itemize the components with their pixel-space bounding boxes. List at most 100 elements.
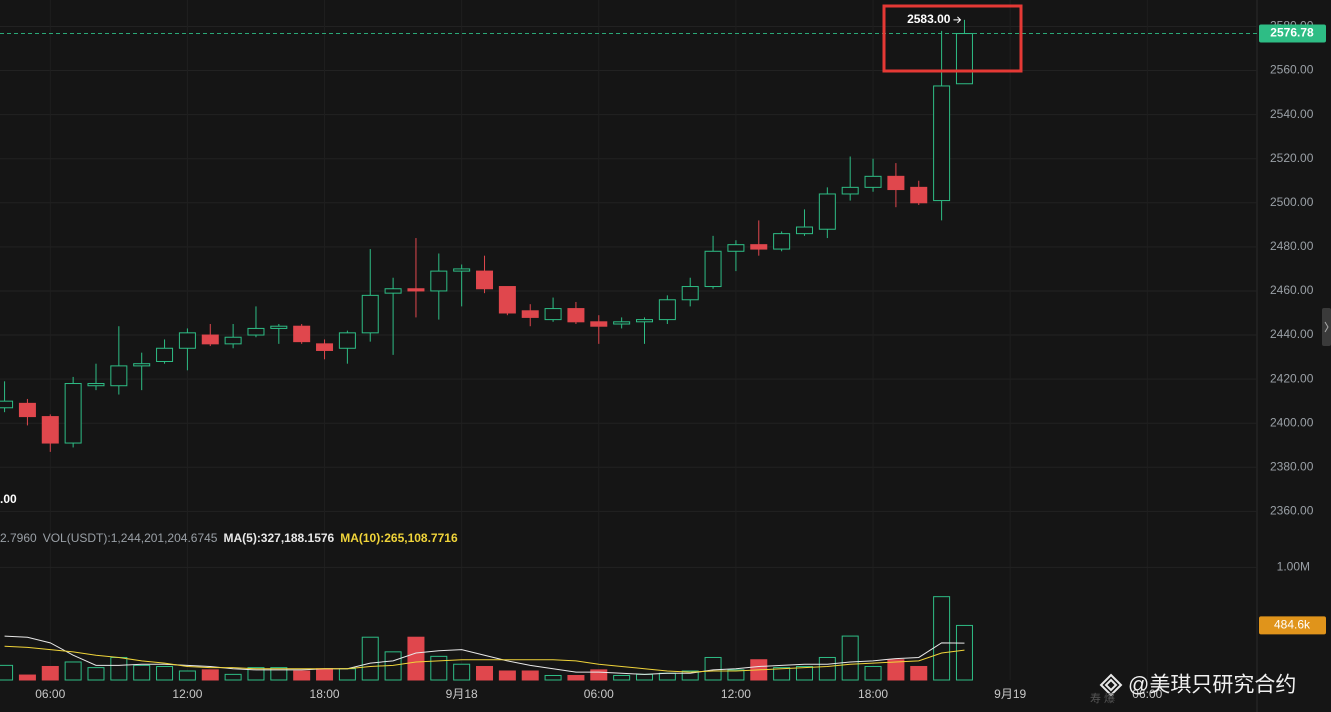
volume-bar bbox=[178, 670, 196, 681]
candle-body bbox=[201, 334, 219, 345]
candle-body bbox=[156, 347, 174, 362]
volume-tick-label: 1.00M bbox=[1277, 560, 1310, 574]
volume-bar bbox=[818, 656, 836, 681]
legend-entry: MA(5):327,188.1576 bbox=[223, 531, 334, 545]
candle-body bbox=[18, 402, 36, 418]
legend-entry: MA(10):265,108.7716 bbox=[340, 531, 458, 545]
volume-bar bbox=[567, 674, 585, 681]
y-tick-label: 2520.00 bbox=[1270, 151, 1314, 165]
x-tick-label: 9月19 bbox=[994, 687, 1026, 701]
current-volume-label: 484.6k bbox=[1274, 618, 1311, 632]
current-volume-tag bbox=[1259, 616, 1326, 635]
x-tick-label: 06:00 bbox=[35, 687, 65, 701]
candle-body bbox=[133, 363, 151, 367]
x-tick-label: 9月18 bbox=[446, 687, 478, 701]
candle-body bbox=[476, 270, 494, 290]
volume-legend-text: VOL(USDT):1,244,201,204.6745 bbox=[43, 531, 218, 545]
volume-bar bbox=[590, 669, 608, 681]
volume-bar bbox=[361, 636, 379, 681]
x-tick-label: 06:00 bbox=[1132, 687, 1162, 701]
volume-bar bbox=[476, 665, 494, 681]
y-tick-label: 2560.00 bbox=[1270, 63, 1314, 77]
candle-body bbox=[933, 85, 951, 202]
candle-body bbox=[818, 193, 836, 230]
volume-bar bbox=[133, 664, 151, 681]
candle-body bbox=[795, 226, 813, 235]
watermark-text: @美琪只研究合约 bbox=[1128, 674, 1296, 697]
x-tick-label: 18:00 bbox=[310, 687, 340, 701]
y-tick-label: 2440.00 bbox=[1270, 327, 1314, 341]
high-marker-arrow bbox=[953, 16, 962, 24]
volume-bar bbox=[316, 668, 334, 681]
volume-bar bbox=[727, 669, 745, 681]
candle-body bbox=[955, 33, 973, 85]
candle-body bbox=[247, 327, 265, 336]
candle-body bbox=[338, 332, 356, 349]
watermark-faint: 寿 爆 bbox=[1090, 691, 1115, 705]
x-tick-label: 18:00 bbox=[858, 687, 888, 701]
volume-bar bbox=[247, 667, 265, 681]
volume-bar bbox=[110, 656, 128, 681]
candle-body bbox=[590, 321, 608, 327]
volume-bar bbox=[0, 664, 14, 681]
volume-bar bbox=[407, 636, 425, 681]
ma-line bbox=[4, 645, 965, 673]
y-tick-label: 2540.00 bbox=[1270, 107, 1314, 121]
volume-bar bbox=[224, 673, 242, 681]
candle-body bbox=[64, 383, 82, 444]
volume-bar bbox=[841, 635, 859, 681]
candle-body bbox=[864, 175, 882, 188]
volume-bar bbox=[430, 655, 448, 681]
candle-body bbox=[841, 186, 859, 195]
volume-bar bbox=[773, 667, 791, 681]
last-price-tag bbox=[1259, 24, 1326, 43]
volume-bar bbox=[87, 667, 105, 681]
volume-legend-text: 2.7960 bbox=[0, 531, 37, 545]
candle-body bbox=[178, 332, 196, 349]
candle-body bbox=[773, 233, 791, 250]
candle-body bbox=[0, 400, 14, 409]
y-tick-label: 2420.00 bbox=[1270, 371, 1314, 385]
candle-body bbox=[750, 244, 768, 250]
volume-bar bbox=[270, 667, 288, 681]
candle-body bbox=[521, 310, 539, 318]
candle-body bbox=[727, 244, 745, 252]
candle-body bbox=[407, 288, 425, 292]
volume-bar bbox=[635, 673, 653, 681]
candle-body bbox=[384, 288, 402, 294]
volume-bar bbox=[704, 656, 722, 681]
volume-bar bbox=[681, 670, 699, 681]
handle-chevron bbox=[1324, 321, 1329, 333]
candle-body bbox=[316, 343, 334, 351]
candle-body bbox=[635, 319, 653, 323]
y-tick-label: 2400.00 bbox=[1270, 415, 1314, 429]
high-marker-label: 2583.00 bbox=[907, 12, 951, 26]
watermark-icon bbox=[1099, 673, 1123, 697]
candle-body bbox=[658, 299, 676, 321]
candle-body bbox=[498, 286, 516, 314]
candle-body bbox=[270, 325, 288, 329]
y-tick-label: 2360.00 bbox=[1270, 504, 1314, 518]
panel-handle[interactable] bbox=[1322, 308, 1331, 346]
volume-bar bbox=[521, 670, 539, 681]
volume-bar bbox=[910, 665, 928, 681]
volume-bar bbox=[453, 663, 471, 681]
volume-bar bbox=[864, 665, 882, 681]
watermark: @美琪只研究合约 寿 爆 bbox=[1090, 674, 1296, 705]
x-tick-label: 12:00 bbox=[172, 687, 202, 701]
volume-bar bbox=[955, 624, 973, 681]
volume-bar bbox=[613, 674, 631, 681]
candle-body bbox=[544, 308, 562, 321]
candle-body bbox=[910, 186, 928, 204]
volume-bar bbox=[795, 665, 813, 681]
y-tick-label: 2460.00 bbox=[1270, 283, 1314, 297]
y-tick-label: 2500.00 bbox=[1270, 195, 1314, 209]
candle-body bbox=[87, 383, 105, 387]
volume-bar bbox=[658, 672, 676, 681]
volume-bar bbox=[933, 596, 951, 681]
candle-body bbox=[613, 321, 631, 325]
volume-bar bbox=[338, 668, 356, 681]
volume-bar bbox=[201, 669, 219, 681]
